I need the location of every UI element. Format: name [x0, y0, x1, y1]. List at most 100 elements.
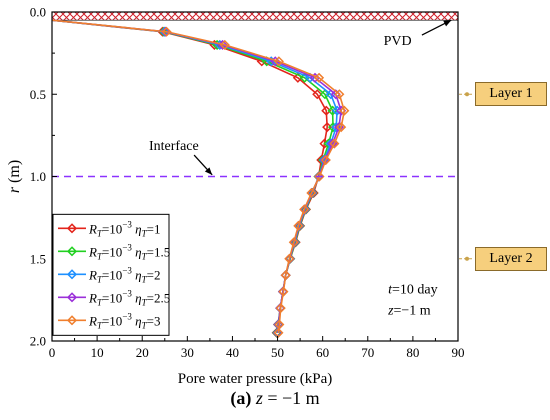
series-5-point	[161, 26, 172, 37]
y-tick-label: 1.0	[30, 169, 46, 184]
legend-rt-rest: =10	[102, 267, 122, 282]
legend-eta-sub: T	[142, 251, 148, 261]
time-var: t	[388, 282, 393, 297]
side-label-dot	[465, 256, 469, 261]
legend-eta-sub: T	[142, 320, 148, 330]
legend-eta-val: =2.5	[147, 290, 171, 305]
legend-marker-4	[66, 292, 78, 303]
time-rest: =10 day	[392, 282, 438, 297]
series-1-point	[312, 89, 323, 100]
series-5-point	[339, 105, 350, 116]
x-tick-label: 40	[226, 345, 239, 360]
time-annotation: t=10 day	[388, 282, 438, 297]
legend-eta-base: η	[135, 267, 141, 282]
legend-rt-exp: −3	[122, 288, 132, 298]
pvd-arrow-head	[443, 20, 452, 27]
series-5-point	[299, 204, 310, 215]
series-5-point	[314, 171, 325, 182]
legend-rt-rest: =10	[102, 313, 122, 328]
legend-marker-5	[66, 315, 78, 326]
legend-rt-base: R	[88, 313, 97, 328]
x-axis-label: Pore water pressure (kPa)	[178, 371, 333, 387]
legend-eta-val: =1	[147, 221, 161, 236]
legend-rt-sub: T	[97, 228, 103, 238]
x-tick-label: 50	[271, 345, 284, 360]
series-5-point	[273, 56, 284, 67]
layer-1-label: Layer 1	[475, 82, 547, 107]
legend-rt-sub: T	[97, 297, 103, 307]
legend-rt-base: R	[88, 267, 97, 282]
x-tick-label: 70	[361, 345, 374, 360]
legend-rt-rest: =10	[102, 244, 122, 259]
legend-entry-1: RT=10−3 ηT=1	[88, 219, 160, 238]
series-5-point	[288, 237, 299, 248]
pvd-label: PVD	[384, 34, 412, 49]
depth-annotation: z=−1 m	[387, 304, 431, 319]
x-tick-label: 0	[49, 345, 56, 360]
y-tick-label: 2.0	[30, 334, 46, 349]
y-tick-label: 0.0	[30, 5, 46, 20]
x-tick-label: 10	[91, 345, 104, 360]
legend-rt-exp: −3	[122, 242, 132, 252]
y-tick-label: 0.5	[30, 87, 46, 102]
legend-entry-4: RT=10−3 ηT=2.5	[88, 288, 170, 307]
legend-entry-2: RT=10−3 ηT=1.5	[88, 242, 170, 261]
legend-entry-5: RT=10−3 ηT=3	[88, 311, 160, 330]
depth-var: z	[387, 304, 394, 319]
series-5-point	[293, 220, 304, 231]
series-5-point	[306, 187, 317, 199]
legend-eta-base: η	[135, 290, 141, 305]
series-5-point	[313, 72, 325, 83]
series-5-point	[280, 270, 291, 281]
interface-label: Interface	[149, 139, 199, 154]
side-label-dot	[465, 92, 469, 97]
depth-rest: =−1 m	[394, 304, 431, 319]
y-axis-unit: (m)	[6, 160, 23, 187]
legend-eta-val: =3	[147, 313, 161, 328]
y-axis-var: r	[6, 186, 23, 193]
legend-rt-sub: T	[97, 274, 103, 284]
series-5-point	[329, 138, 340, 149]
series-5-point	[275, 303, 286, 314]
x-tick-label: 60	[316, 345, 329, 360]
series-5-point	[284, 253, 295, 264]
legend-rt-base: R	[88, 221, 97, 236]
legend-rt-exp: −3	[122, 311, 132, 321]
y-axis-label: r (m)	[6, 160, 23, 193]
figure-caption: (a) z = −1 m	[0, 388, 550, 409]
legend-eta-val: =2	[147, 267, 161, 282]
legend-eta-val: =1.5	[147, 244, 171, 259]
series-5-point	[320, 154, 331, 166]
x-tick-label: 30	[181, 345, 194, 360]
legend-rt-sub: T	[97, 320, 103, 330]
series-5-point	[334, 89, 345, 100]
interface-arrow-head	[204, 167, 213, 175]
series-3-point	[332, 105, 343, 116]
x-tick-label: 20	[136, 345, 149, 360]
caption-var: z	[255, 388, 263, 408]
legend-marker-3	[66, 269, 78, 280]
series-5-point	[273, 327, 284, 338]
legend-rt-exp: −3	[122, 219, 132, 229]
legend-eta-base: η	[135, 313, 141, 328]
legend-eta-sub: T	[142, 297, 148, 307]
legend-rt-sub: T	[97, 251, 103, 261]
series-5-point	[219, 39, 230, 50]
legend-marker-1	[66, 223, 78, 234]
legend-eta-base: η	[135, 221, 141, 236]
series-5-point	[274, 319, 285, 330]
series-5-point	[278, 286, 289, 297]
legend-eta-base: η	[135, 244, 141, 259]
layer-2-label: Layer 2	[475, 246, 547, 271]
legend-eta-sub: T	[142, 228, 148, 238]
caption-rest: = −1 m	[262, 388, 320, 408]
caption-letter: (a)	[230, 388, 252, 408]
x-tick-label: 90	[452, 345, 465, 360]
pvd-band	[51, 11, 459, 21]
legend-rt-rest: =10	[102, 290, 122, 305]
x-tick-label: 80	[406, 345, 419, 360]
series-5-point	[336, 122, 347, 133]
legend-rt-base: R	[88, 244, 97, 259]
legend-rt-exp: −3	[122, 265, 132, 275]
